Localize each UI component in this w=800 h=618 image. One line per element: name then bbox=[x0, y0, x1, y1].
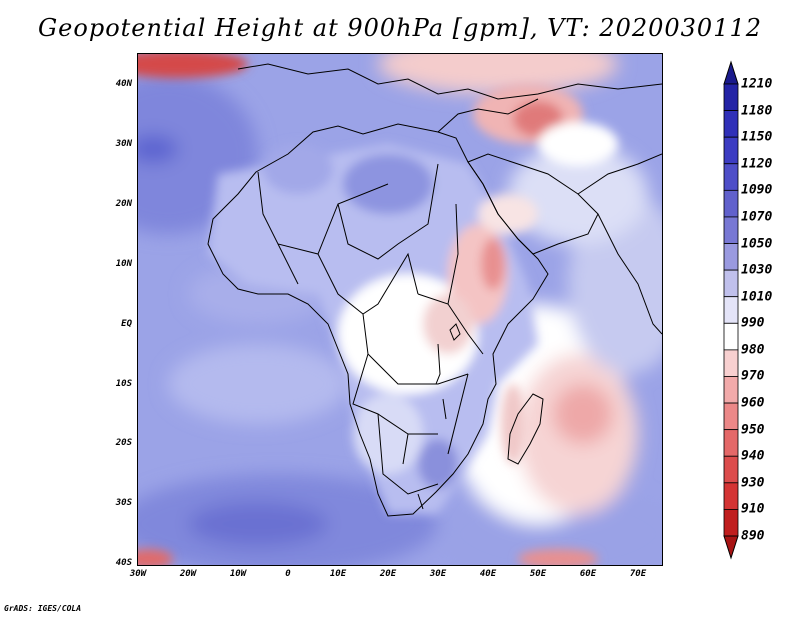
lon-label-60e: 60E bbox=[579, 569, 597, 579]
colorbar-label: 1090 bbox=[741, 182, 773, 198]
colorbar-swatch bbox=[723, 509, 739, 537]
colorbar-label: 990 bbox=[741, 315, 765, 331]
colorbar-label: 1120 bbox=[741, 156, 773, 172]
colorbar-label: 1210 bbox=[741, 76, 773, 92]
colorbar-label: 1050 bbox=[741, 236, 773, 252]
colorbar-swatch bbox=[723, 269, 739, 298]
colorbar-swatch bbox=[723, 455, 739, 484]
lon-label-20e: 20E bbox=[379, 569, 397, 579]
colorbar-label: 930 bbox=[741, 475, 765, 491]
colorbar-label: 910 bbox=[741, 501, 765, 517]
colorbar-label: 980 bbox=[741, 342, 765, 358]
colorbar-arrow-bottom bbox=[723, 535, 739, 560]
colorbar-label: 950 bbox=[741, 422, 765, 438]
lon-label-70e: 70E bbox=[629, 569, 647, 579]
lat-label-10s: 10S bbox=[115, 379, 132, 389]
lon-label-40e: 40E bbox=[479, 569, 497, 579]
lat-label-20n: 20N bbox=[115, 199, 132, 209]
colorbar-label: 970 bbox=[741, 368, 765, 384]
colorbar-swatch bbox=[723, 216, 739, 244]
lon-label-10e: 10E bbox=[329, 569, 347, 579]
colorbar-swatch bbox=[723, 296, 739, 324]
colorbar-label: 1030 bbox=[741, 262, 773, 278]
colorbar-label: 940 bbox=[741, 448, 765, 464]
lat-label-eq: EQ bbox=[121, 319, 132, 329]
lon-label-20w: 20W bbox=[179, 569, 197, 579]
colorbar-label: 1010 bbox=[741, 289, 773, 305]
lat-label-40s: 40S bbox=[115, 558, 132, 568]
colorbar-label: 1180 bbox=[741, 103, 773, 119]
lon-label-50e: 50E bbox=[529, 569, 547, 579]
colorbar-swatch bbox=[723, 376, 739, 404]
lat-label-10n: 10N bbox=[115, 259, 132, 269]
lat-label-40n: 40N bbox=[115, 79, 132, 89]
lat-label-30s: 30S bbox=[115, 498, 132, 508]
map-panel bbox=[137, 53, 663, 566]
colorbar-swatch bbox=[723, 402, 739, 431]
lat-label-20s: 20S bbox=[115, 438, 132, 448]
colorbar-swatch bbox=[723, 349, 739, 377]
colorbar-swatch bbox=[723, 163, 739, 191]
colorbar-label: 890 bbox=[741, 528, 765, 544]
geopotential-field bbox=[138, 54, 662, 565]
colorbar-swatch bbox=[723, 429, 739, 457]
colorbar bbox=[723, 60, 739, 560]
colorbar-swatch bbox=[723, 110, 739, 138]
lon-label-30e: 30E bbox=[429, 569, 447, 579]
colorbar-swatch bbox=[723, 189, 739, 218]
colorbar-swatch bbox=[723, 243, 739, 271]
footer-credit: GrADS: IGES/COLA bbox=[4, 604, 82, 613]
colorbar-label: 960 bbox=[741, 395, 765, 411]
chart-title: Geopotential Height at 900hPa [gpm], VT:… bbox=[38, 14, 762, 42]
colorbar-label: 1150 bbox=[741, 129, 773, 145]
lon-label-10w: 10W bbox=[229, 569, 247, 579]
lon-label-0: 0 bbox=[285, 569, 291, 579]
lat-label-30n: 30N bbox=[115, 139, 132, 149]
colorbar-swatch bbox=[723, 83, 739, 111]
colorbar-label: 1070 bbox=[741, 209, 773, 225]
colorbar-swatch bbox=[723, 482, 739, 510]
lon-label-30w: 30W bbox=[129, 569, 147, 579]
colorbar-arrow-top bbox=[723, 60, 739, 85]
colorbar-swatch bbox=[723, 136, 739, 165]
colorbar-swatch bbox=[723, 322, 739, 351]
